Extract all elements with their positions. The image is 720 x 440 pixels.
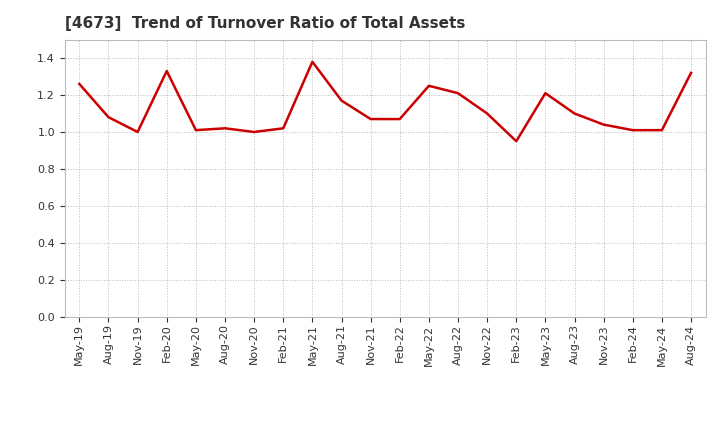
Text: [4673]  Trend of Turnover Ratio of Total Assets: [4673] Trend of Turnover Ratio of Total … <box>65 16 465 32</box>
